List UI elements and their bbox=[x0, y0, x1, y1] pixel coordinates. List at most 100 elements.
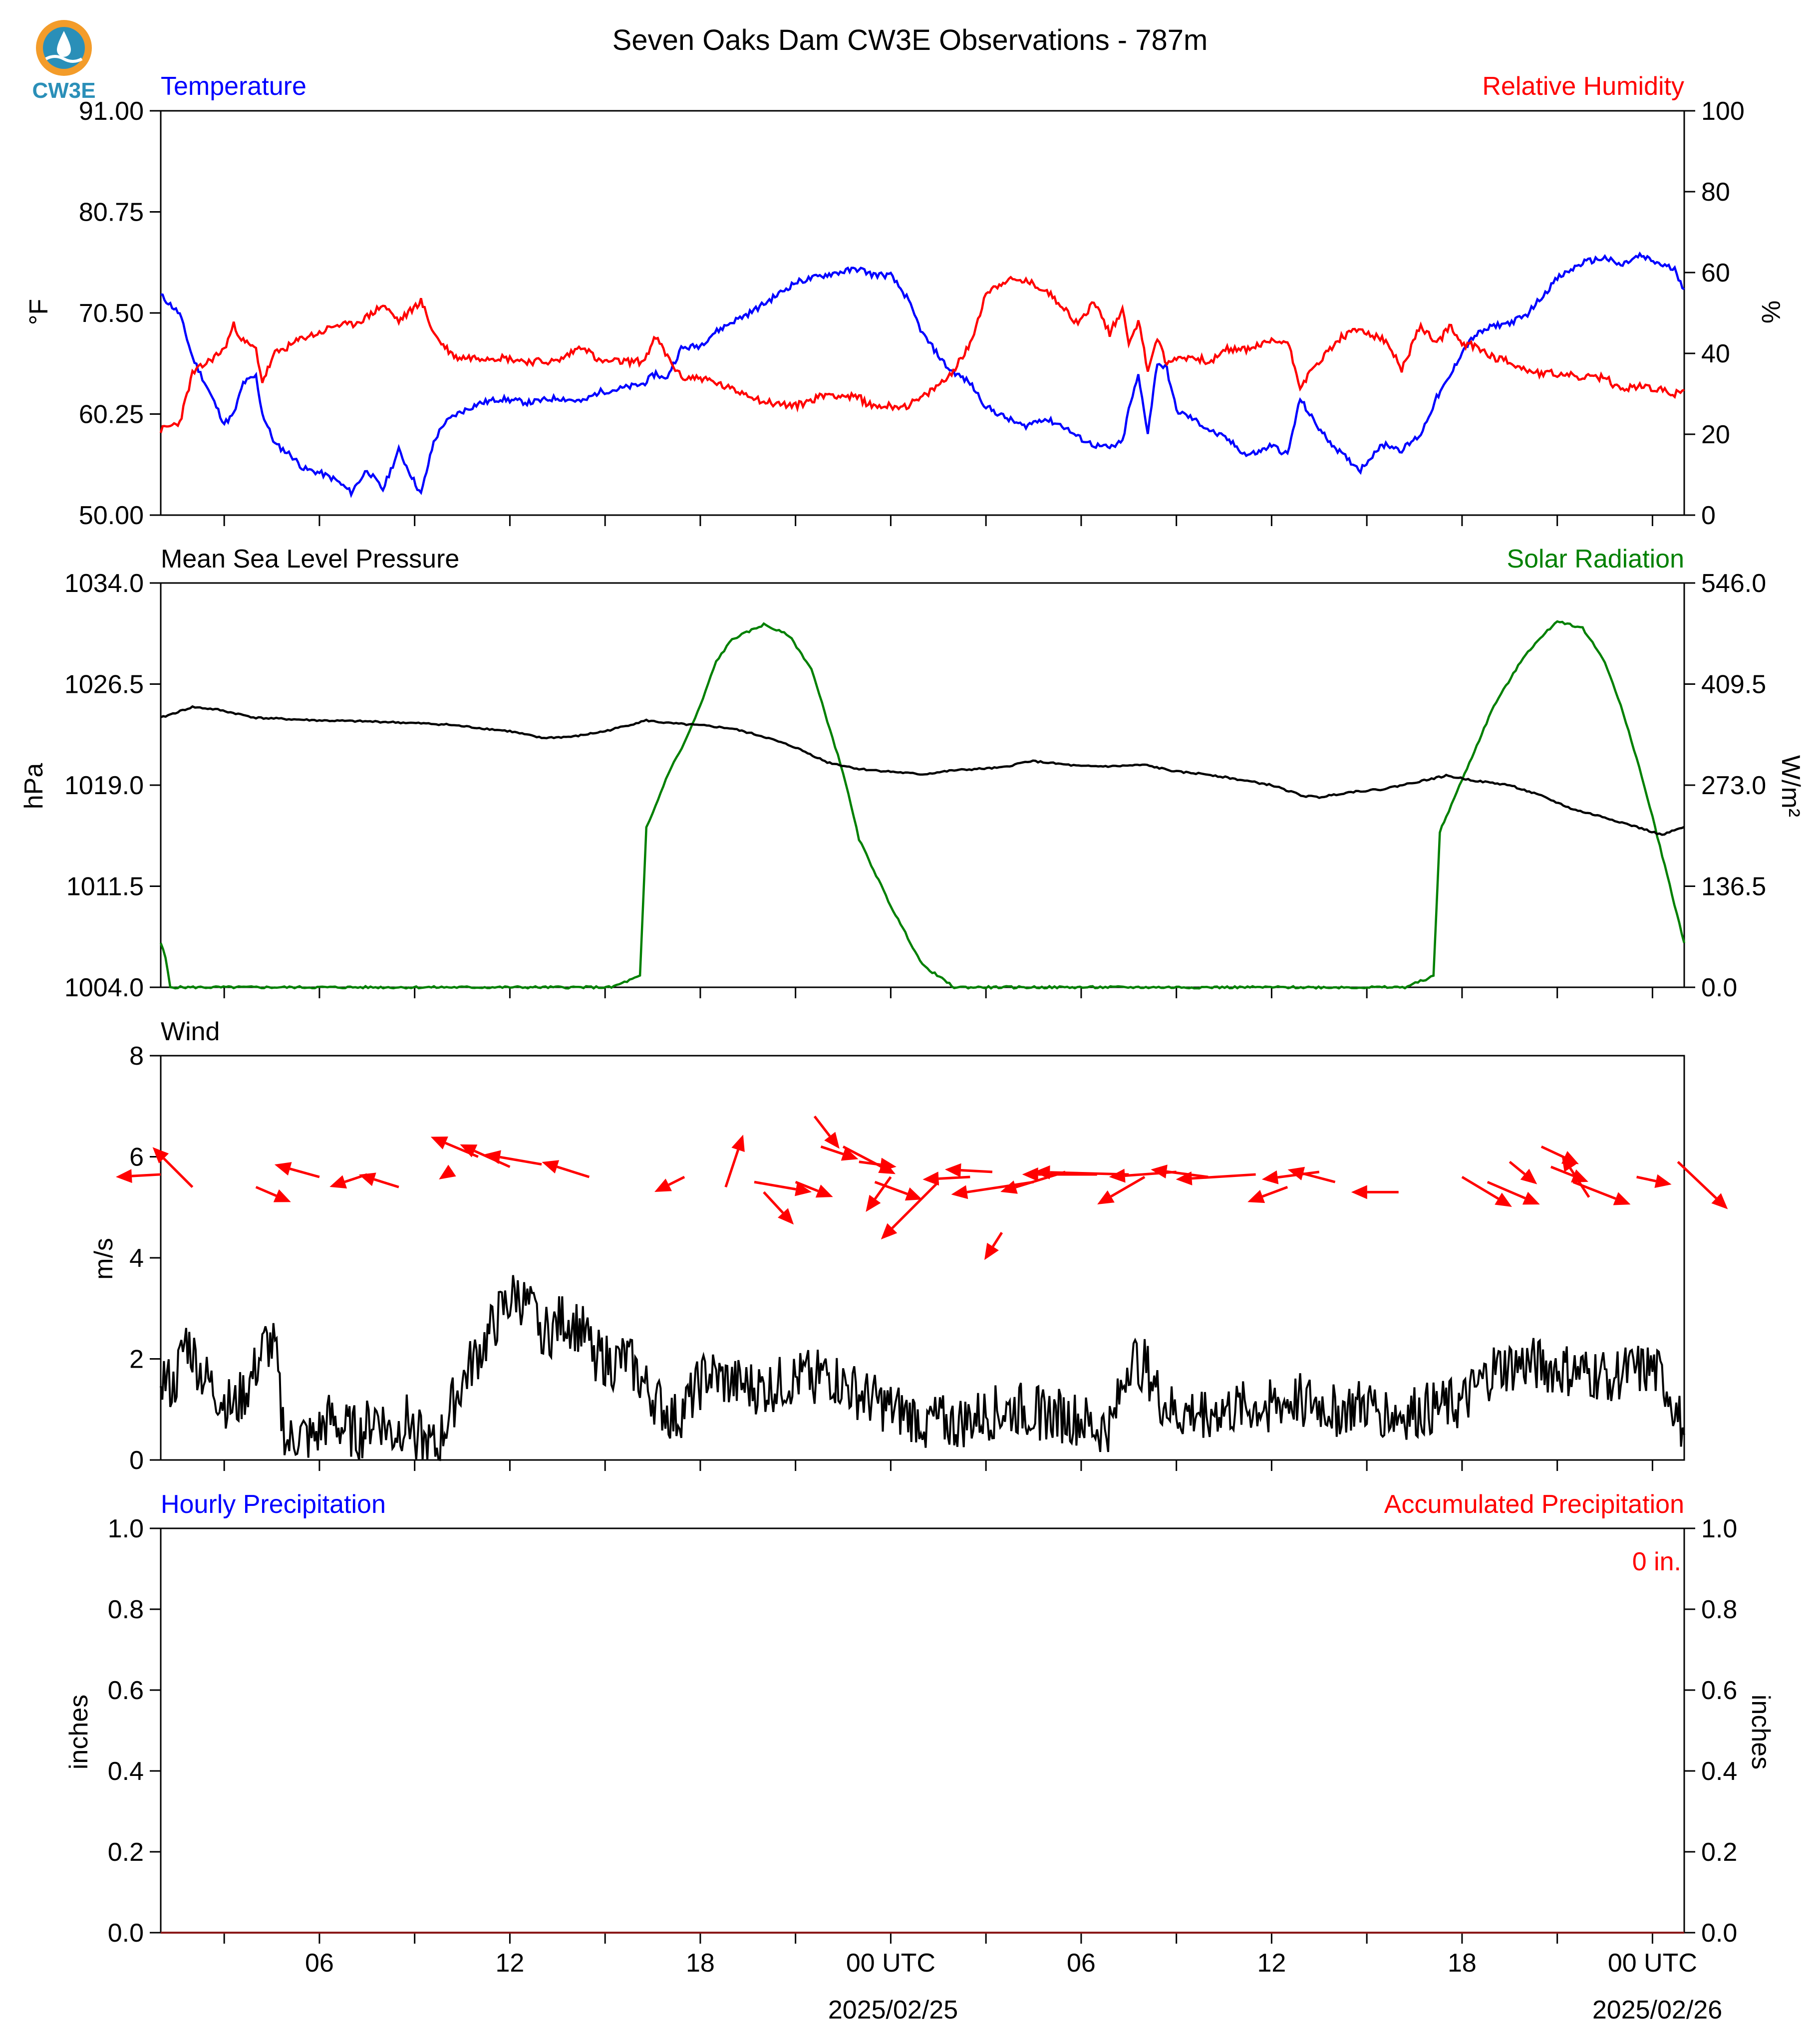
wind-arrow-shaft bbox=[966, 1180, 1034, 1193]
wind-direction-arrow bbox=[1261, 1170, 1320, 1184]
wind-arrow-shaft bbox=[859, 1160, 881, 1166]
wind-arrow-shaft bbox=[557, 1165, 590, 1178]
wind-arrow-head bbox=[1654, 1174, 1672, 1188]
y-tick-label-right: 0.0 bbox=[1701, 973, 1737, 1002]
wind-arrow-shaft bbox=[1550, 1165, 1574, 1177]
wind-direction-arrow bbox=[1509, 1160, 1537, 1184]
wind-arrow-head bbox=[922, 1171, 939, 1186]
wind-arrow-head bbox=[795, 1182, 812, 1196]
wind-direction-arrow bbox=[484, 1150, 542, 1166]
wind-direction-arrow bbox=[1550, 1165, 1588, 1182]
y-tick-label: 1011.5 bbox=[66, 872, 144, 901]
y-tick-label: 1004.0 bbox=[64, 973, 144, 1002]
wind-arrow-head bbox=[1097, 1190, 1115, 1204]
y-tick-label: 0.6 bbox=[108, 1676, 144, 1705]
wind-arrow-head bbox=[881, 1223, 898, 1240]
precip-axis-label-right: inches bbox=[1746, 1695, 1775, 1769]
y-tick-label-right: 0.6 bbox=[1701, 1676, 1737, 1705]
wind-arrow-head bbox=[1151, 1164, 1168, 1178]
wind-arrow-head bbox=[1034, 1165, 1050, 1179]
humidity-line bbox=[159, 276, 1685, 433]
y-tick-label: 1.0 bbox=[108, 1514, 144, 1543]
x-tick-label: 00 UTC bbox=[1608, 1949, 1697, 1978]
wind-direction-arrow bbox=[1287, 1166, 1336, 1183]
temperature-humidity-panel: Temperature Relative Humidity °F % 91.00… bbox=[24, 72, 1785, 530]
y-tick-label: 8 bbox=[129, 1042, 144, 1071]
wind-arrow-head bbox=[1351, 1185, 1367, 1199]
y-tick-label: 4 bbox=[129, 1244, 144, 1273]
y-tick-label-right: 273.0 bbox=[1701, 771, 1766, 800]
wind-arrow-shaft bbox=[1487, 1180, 1526, 1199]
wind-direction-arrow bbox=[1176, 1171, 1256, 1185]
wind-arrow-head bbox=[152, 1147, 169, 1163]
wind-arrow-shaft bbox=[754, 1180, 796, 1191]
wind-direction-arrow bbox=[922, 1171, 970, 1186]
wind-arrow-shaft bbox=[938, 1175, 970, 1180]
y-tick-label: 60.25 bbox=[79, 400, 144, 429]
wind-arrow-head bbox=[984, 1242, 999, 1260]
wind-direction-arrow bbox=[881, 1181, 939, 1240]
plot-frame bbox=[160, 1055, 1685, 1461]
wind-arrow-shaft bbox=[1110, 1175, 1146, 1198]
wind-direction-arrow bbox=[542, 1160, 590, 1178]
wind-arrow-shaft bbox=[795, 1180, 819, 1192]
y-tick-label: 0 bbox=[129, 1446, 144, 1475]
wind-arrow-shaft bbox=[373, 1178, 399, 1188]
wind-direction-arrow bbox=[951, 1180, 1034, 1199]
x-tick-label: 06 bbox=[305, 1949, 334, 1978]
wind-arrow-head bbox=[824, 1132, 840, 1149]
wind-speed-line bbox=[160, 1275, 1685, 1461]
temperature-title: Temperature bbox=[161, 72, 306, 101]
wind-arrow-shaft bbox=[1677, 1160, 1717, 1199]
wind-direction-arrow bbox=[1151, 1164, 1209, 1178]
wind-arrow-head bbox=[1176, 1171, 1193, 1185]
wind-direction-arrow bbox=[1247, 1185, 1288, 1203]
wind-arrow-shaft bbox=[960, 1169, 993, 1173]
wind-arrow-head bbox=[1109, 1168, 1126, 1183]
wind-arrow-shaft bbox=[1636, 1175, 1656, 1182]
precipitation-panel: Hourly Precipitation Accumulated Precipi… bbox=[64, 1490, 1775, 1948]
wind-arrow-shaft bbox=[668, 1175, 685, 1186]
wind-arrow-head bbox=[654, 1178, 672, 1192]
y-tick-label-right: 546.0 bbox=[1701, 569, 1766, 598]
wind-arrow-head bbox=[542, 1160, 560, 1173]
wind-arrow-head bbox=[778, 1208, 794, 1225]
wind-arrow-head bbox=[273, 1189, 291, 1202]
wind-arrow-shaft bbox=[1262, 1185, 1288, 1198]
wind-arrow-shaft bbox=[813, 1115, 831, 1137]
pressure-title: Mean Sea Level Pressure bbox=[161, 545, 459, 574]
wind-arrow-head bbox=[439, 1164, 456, 1179]
wind-arrow-shaft bbox=[724, 1149, 740, 1188]
wind-arrow-head bbox=[329, 1175, 347, 1189]
wind-arrow-shaft bbox=[1509, 1160, 1526, 1175]
y-tick-label-right: 136.5 bbox=[1701, 872, 1766, 901]
y-tick-label: 50.00 bbox=[79, 501, 144, 530]
plot-frame bbox=[160, 110, 1685, 516]
plot-frame bbox=[160, 582, 1685, 988]
wind-arrow-shaft bbox=[820, 1145, 844, 1156]
wind-arrow-head bbox=[430, 1137, 448, 1150]
accum-precip-title: Accumulated Precipitation bbox=[1384, 1490, 1684, 1519]
solar-title: Solar Radiation bbox=[1507, 545, 1684, 574]
y-tick-label: 91.00 bbox=[79, 97, 144, 126]
temperature-line bbox=[160, 251, 1685, 498]
accum-precip-annotation: 0 in. bbox=[1632, 1547, 1681, 1576]
wind-arrow-head bbox=[841, 1147, 859, 1161]
y-tick-label: 6 bbox=[129, 1143, 144, 1172]
wind-direction-arrow bbox=[1461, 1175, 1512, 1207]
y-tick-label: 0.0 bbox=[108, 1919, 144, 1948]
cw3e-logo: CW3E bbox=[29, 17, 99, 103]
y-tick-label-right: 1.0 bbox=[1701, 1514, 1737, 1543]
wind-direction-arrow bbox=[754, 1180, 812, 1196]
x-axis-labels: 2025/02/25 2025/02/26 06 12 18 00 UTC 06 12 18… bbox=[305, 1949, 1722, 2025]
humidity-axis-label: % bbox=[1756, 300, 1785, 323]
wind-arrow-head bbox=[1287, 1166, 1305, 1180]
wind-arrow-shaft bbox=[874, 1176, 892, 1200]
wind-arrow-head bbox=[815, 1184, 833, 1198]
wind-arrow-head bbox=[1495, 1192, 1512, 1207]
wind-axis-label: m/s bbox=[89, 1238, 118, 1280]
x-tick-label: 06 bbox=[1067, 1949, 1096, 1978]
y-tick-label: 2 bbox=[129, 1345, 144, 1374]
humidity-title: Relative Humidity bbox=[1482, 72, 1684, 101]
date-label-1: 2025/02/25 bbox=[828, 1996, 958, 2025]
